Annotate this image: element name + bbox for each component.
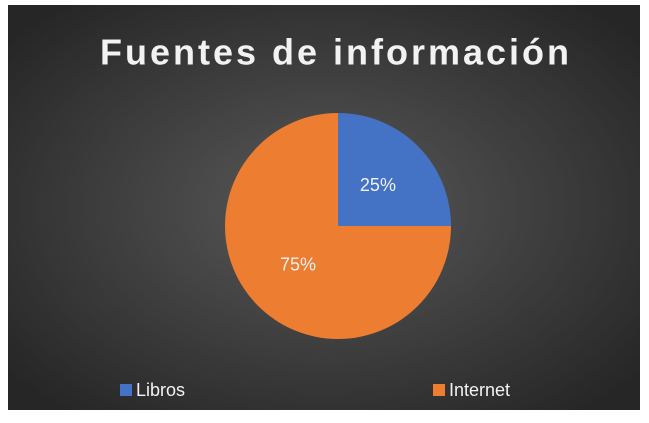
legend-label: Libros bbox=[136, 380, 185, 400]
pie-slice bbox=[338, 113, 451, 226]
legend-label: Internet bbox=[449, 380, 510, 400]
chart-title: Fuentes de información bbox=[100, 32, 572, 73]
data-label: 25% bbox=[360, 175, 396, 195]
legend-swatch bbox=[120, 384, 132, 396]
data-label: 75% bbox=[280, 255, 316, 275]
legend-swatch bbox=[433, 384, 445, 396]
pie-slice bbox=[225, 113, 451, 339]
